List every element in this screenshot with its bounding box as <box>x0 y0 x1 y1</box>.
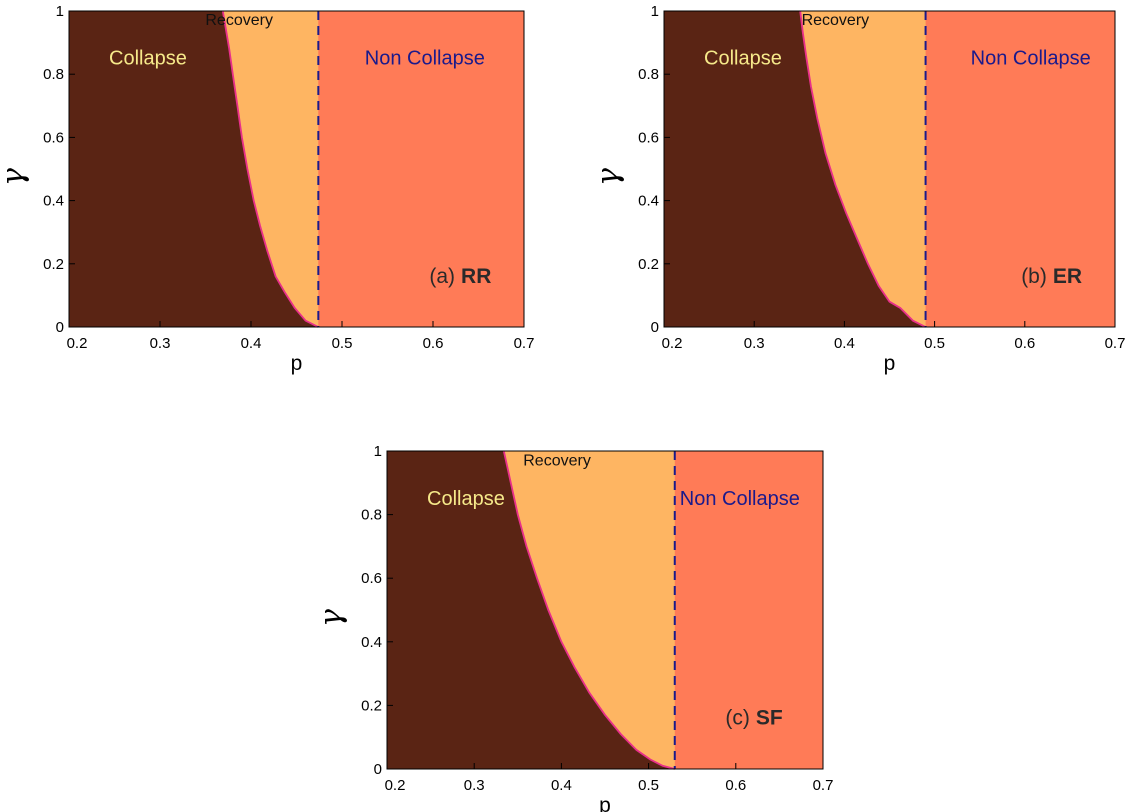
x-tick-label: 0.6 <box>725 777 746 794</box>
x-tick-label: 0.3 <box>150 335 171 352</box>
y-tick-label: 1 <box>56 3 64 20</box>
y-axis-label: γ <box>0 168 31 186</box>
y-tick-label: 0.4 <box>43 193 64 210</box>
y-tick-label: 0.6 <box>638 129 659 146</box>
recovery-label: Recovery <box>523 452 591 469</box>
panel-name: ER <box>1053 265 1082 288</box>
y-axis-label: γ <box>591 168 626 186</box>
plot-frame <box>663 10 1116 328</box>
x-tick-label: 0.2 <box>385 777 406 794</box>
x-tick-label: 0.6 <box>1014 335 1035 352</box>
panel-name: RR <box>461 265 491 288</box>
y-tick-label: 0.2 <box>43 256 64 273</box>
y-axis-label: γ <box>314 609 349 627</box>
x-tick-label: 0.3 <box>464 777 485 794</box>
y-tick-label: 0.4 <box>638 193 659 210</box>
y-tick-label: 0.8 <box>43 66 64 83</box>
recovery-region <box>503 451 675 769</box>
y-tick-label: 0.8 <box>638 66 659 83</box>
panel-rr: 0.20.30.40.50.60.700.20.40.60.81pγCollap… <box>0 3 534 375</box>
y-tick-label: 0.8 <box>361 507 382 524</box>
panel-sf: 0.2 0.3 0.4 0.5 0.6 0.700.20.40.60.81pγCollap… <box>314 443 833 812</box>
collapse-region <box>69 11 319 327</box>
x-axis-label: p <box>291 352 303 375</box>
y-tick-label: 0.4 <box>361 634 382 651</box>
collapse-label: Collapse <box>704 48 782 70</box>
plot-frame <box>386 450 824 770</box>
plot-frame <box>68 10 525 328</box>
panel-label: (a) RR <box>429 265 491 288</box>
collapse-boundary-curve <box>502 450 676 770</box>
x-tick-label: 0.3 <box>744 335 765 352</box>
panel-tag: (a) <box>429 265 455 288</box>
non-collapse-label: Non Collapse <box>971 48 1091 70</box>
panel-tag: (c) <box>725 706 750 729</box>
x-tick-label: 0.7 <box>1105 335 1126 352</box>
x-axis-label: p <box>884 352 896 375</box>
collapse-label: Collapse <box>427 488 505 510</box>
recovery-label: Recovery <box>802 12 870 29</box>
x-tick-label: 0.2 <box>67 335 88 352</box>
panel-name: SF <box>756 706 783 729</box>
panel-er: 0.2 0.3 0.4 0.5 0.6 0.700.20.40.60.81pγCollap… <box>591 3 1125 375</box>
y-tick-label: 0.6 <box>43 129 64 146</box>
y-tick-label: 1 <box>374 443 382 460</box>
panel-label: (b) ER <box>1021 265 1082 288</box>
x-tick-label: 0.5 <box>924 335 945 352</box>
panel-tag: (b) <box>1021 265 1047 288</box>
collapse-boundary-curve <box>799 10 927 328</box>
recovery-region <box>800 11 926 327</box>
x-tick-label: 0.6 <box>423 335 444 352</box>
y-tick-label: 0.2 <box>361 697 382 714</box>
non-collapse-label: Non Collapse <box>680 488 800 510</box>
x-tick-label: 0.7 <box>514 335 535 352</box>
y-tick-label: 0.2 <box>638 256 659 273</box>
x-tick-label: 0.4 <box>834 335 855 352</box>
x-tick-label: 0.2 <box>662 335 683 352</box>
y-tick-label: 0 <box>56 319 64 336</box>
x-tick-label: 0.7 <box>813 777 834 794</box>
recovery-region <box>222 11 319 327</box>
collapse-boundary-curve <box>221 10 319 328</box>
y-tick-label: 0 <box>374 761 382 778</box>
collapse-region <box>387 451 675 769</box>
x-tick-label: 0.5 <box>638 777 659 794</box>
panel-label: (c) SF <box>725 706 783 729</box>
x-tick-label: 0.4 <box>551 777 572 794</box>
x-axis-label: p <box>599 794 611 812</box>
y-tick-label: 1 <box>651 3 659 20</box>
y-tick-label: 0 <box>651 319 659 336</box>
non-collapse-label: Non Collapse <box>365 48 485 70</box>
collapse-label: Collapse <box>109 48 187 70</box>
x-tick-label: 0.4 <box>241 335 262 352</box>
x-tick-label: 0.5 <box>332 335 353 352</box>
recovery-label: Recovery <box>205 12 273 29</box>
y-tick-label: 0.6 <box>361 570 382 587</box>
